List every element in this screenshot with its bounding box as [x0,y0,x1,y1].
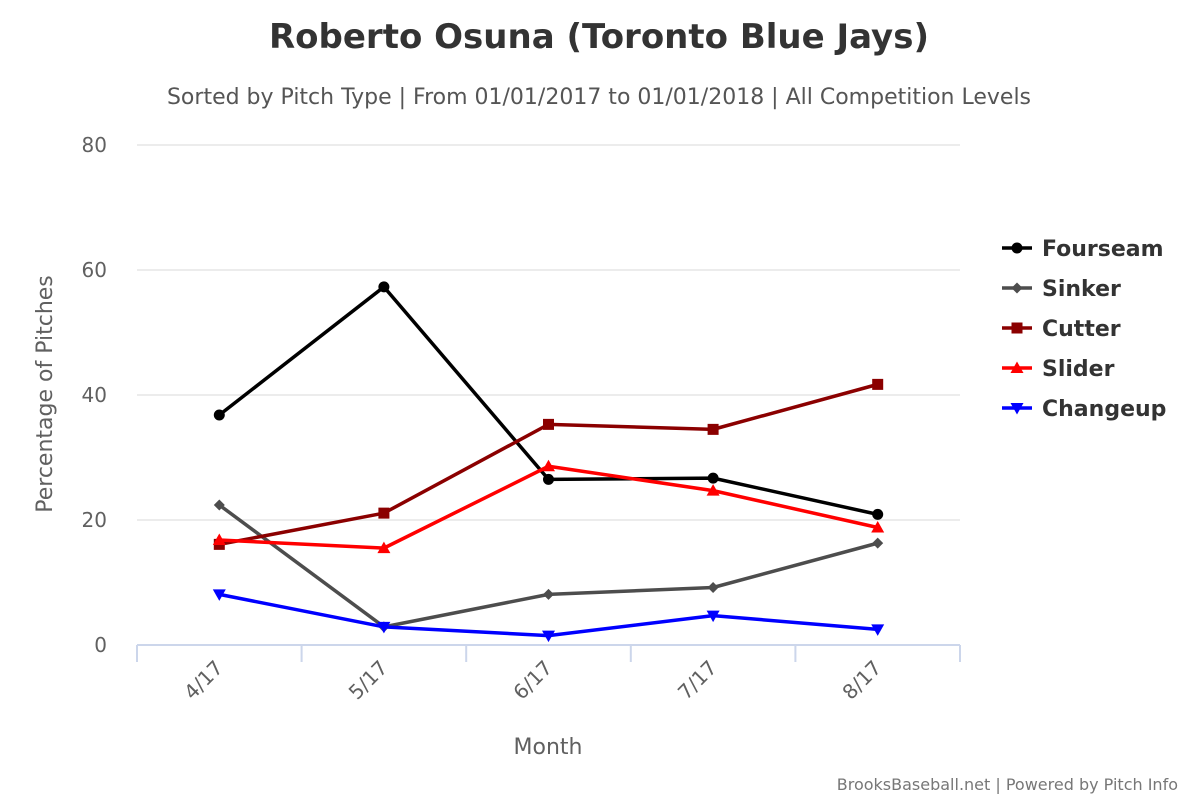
y-tick-label: 0 [94,633,107,657]
series-changeup[interactable] [212,589,885,643]
x-tick-label: 5/17 [344,656,393,705]
data-point-fourseam[interactable] [872,508,884,520]
legend-marker-sinker [1011,282,1023,294]
data-point-slider[interactable] [212,533,226,546]
data-point-fourseam[interactable] [213,409,225,421]
series-lines [212,281,885,643]
legend-label: Slider [1042,357,1115,382]
series-fourseam[interactable] [213,281,884,520]
y-tick-label: 80 [82,133,107,157]
chart-subtitle: Sorted by Pitch Type | From 01/01/2017 t… [167,85,1031,110]
legend-label: Changeup [1042,397,1166,422]
series-line-changeup[interactable] [217,592,880,638]
x-tick-label: 7/17 [673,656,722,705]
data-point-cutter[interactable] [707,423,719,435]
legend-item-fourseam[interactable]: Fourseam [1002,237,1164,262]
series-sinker[interactable] [213,499,884,633]
data-point-cutter[interactable] [543,418,554,430]
data-point-sinker[interactable] [872,537,884,549]
data-point-changeup[interactable] [377,621,391,634]
legend-marker-cutter [1011,322,1023,334]
data-point-fourseam[interactable] [543,473,554,485]
x-axis-title: Month [514,735,583,760]
data-point-changeup[interactable] [871,624,885,636]
data-point-cutter[interactable] [872,378,884,390]
legend-item-changeup[interactable]: Changeup [1002,397,1166,422]
data-point-slider[interactable] [871,521,885,533]
legend-item-sinker[interactable]: Sinker [1002,277,1121,302]
data-point-changeup[interactable] [212,589,226,601]
data-point-sinker[interactable] [213,499,225,511]
data-point-cutter[interactable] [378,507,390,519]
data-point-fourseam[interactable] [378,281,390,293]
data-point-sinker[interactable] [707,582,719,593]
x-tick-label: 4/17 [179,656,228,705]
data-point-slider[interactable] [542,459,555,472]
legend-marker-slider [1010,361,1024,373]
data-point-changeup[interactable] [706,610,720,623]
series-line-sinker[interactable] [217,503,880,629]
legend[interactable]: Fourseam Sinker Cutter Slider Changeup [1002,237,1166,422]
y-tick-label: 60 [82,258,107,282]
legend-item-slider[interactable]: Slider [1002,357,1115,382]
legend-label: Sinker [1042,277,1121,302]
x-axis: 4/17 5/17 6/17 7/17 8/17 [136,644,961,705]
chart-credits[interactable]: BrooksBaseball.net | Powered by Pitch In… [837,775,1178,794]
chart-title: Roberto Osuna (Toronto Blue Jays) [269,17,929,57]
y-axis-ticks: 0 20 40 60 80 [82,133,107,657]
y-tick-label: 20 [82,508,107,532]
y-axis-title: Percentage of Pitches [33,275,58,513]
legend-marker-fourseam [1011,242,1023,254]
y-tick-label: 40 [82,383,107,407]
data-point-slider[interactable] [377,541,391,554]
legend-marker-changeup [1010,403,1024,415]
series-slider[interactable] [212,459,885,554]
legend-label: Cutter [1042,317,1121,342]
legend-item-cutter[interactable]: Cutter [1002,317,1121,342]
gridlines [137,144,960,521]
data-point-changeup[interactable] [542,630,555,643]
legend-label: Fourseam [1042,237,1164,262]
data-point-fourseam[interactable] [707,472,719,484]
data-point-slider[interactable] [706,484,720,496]
x-tick-label: 8/17 [838,656,887,705]
data-point-sinker[interactable] [543,588,554,600]
x-tick-label: 6/17 [508,656,557,705]
